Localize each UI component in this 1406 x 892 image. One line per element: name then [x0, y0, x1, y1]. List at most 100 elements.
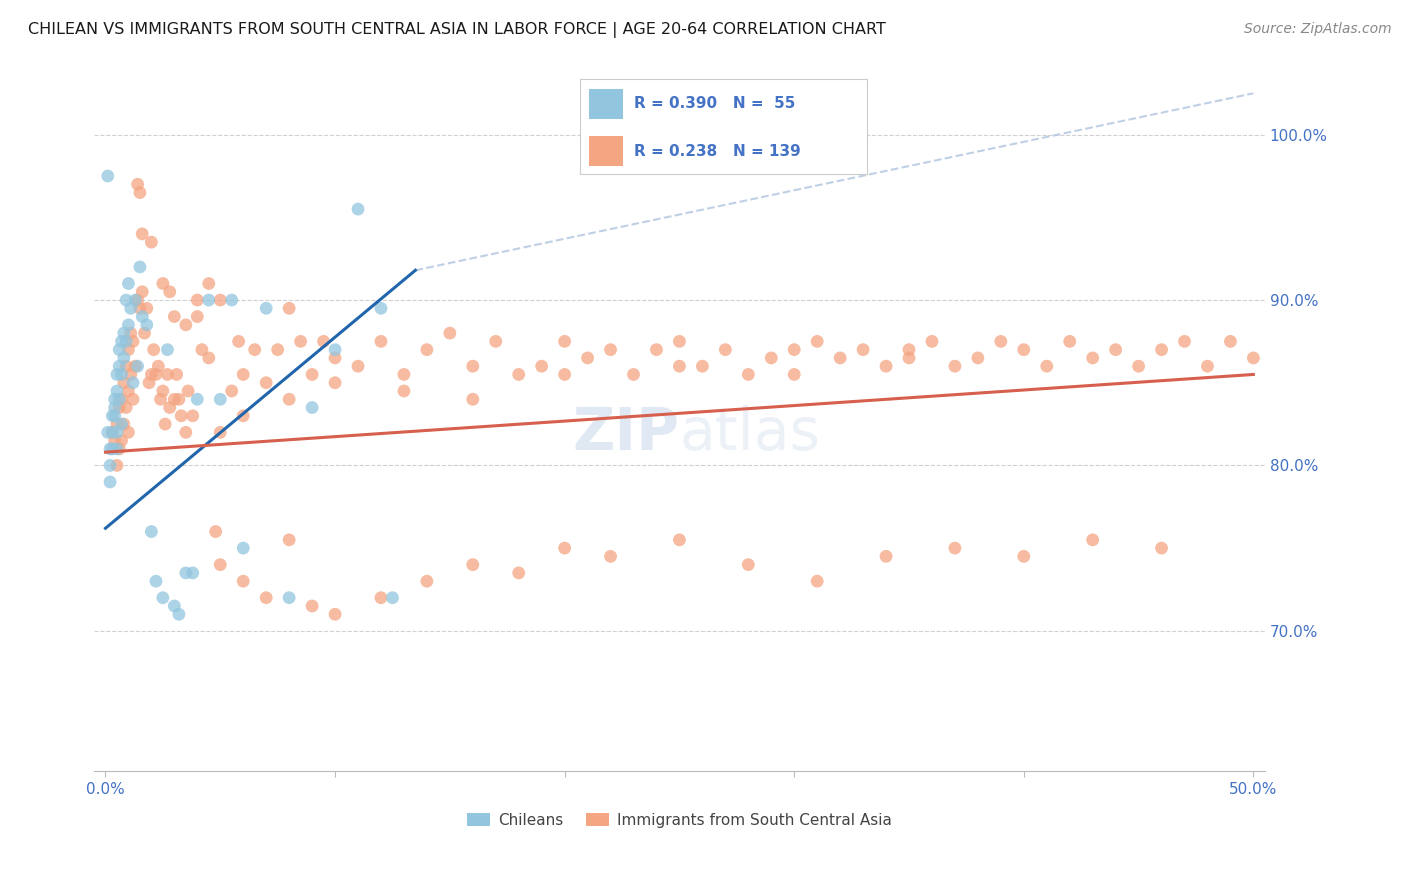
Point: [115, 334, 138, 349]
Point: [112, 326, 135, 340]
Point: [943, 359, 966, 374]
Point: [554, 334, 576, 349]
Point: [714, 343, 737, 357]
Point: [115, 401, 138, 415]
Point: [141, 235, 163, 249]
Point: [1012, 343, 1035, 357]
Point: [105, 442, 128, 456]
Point: [141, 524, 163, 539]
Point: [439, 326, 461, 340]
Point: [967, 351, 990, 365]
Point: [120, 326, 142, 340]
Point: [101, 442, 124, 456]
Point: [104, 409, 127, 423]
Point: [668, 334, 690, 349]
Point: [101, 409, 124, 423]
Point: [129, 260, 152, 274]
Point: [177, 384, 200, 398]
Point: [167, 607, 190, 622]
Point: [668, 533, 690, 547]
Point: [370, 301, 392, 316]
Point: [852, 343, 875, 357]
Point: [301, 368, 323, 382]
Point: [554, 541, 576, 555]
Point: [347, 359, 370, 374]
Point: [197, 293, 219, 307]
Point: [232, 368, 254, 382]
Point: [156, 368, 179, 382]
Point: [461, 558, 484, 572]
Point: [159, 401, 181, 415]
Point: [97, 425, 120, 440]
Point: [191, 343, 214, 357]
Point: [124, 359, 146, 374]
Point: [105, 384, 128, 398]
Point: [186, 392, 208, 407]
Point: [209, 392, 232, 407]
Point: [166, 368, 188, 382]
Point: [141, 368, 163, 382]
Point: [221, 384, 243, 398]
Point: [153, 417, 176, 431]
Point: [278, 533, 301, 547]
Point: [323, 607, 346, 622]
Point: [301, 599, 323, 613]
Point: [186, 293, 208, 307]
Point: [301, 401, 323, 415]
Point: [416, 574, 439, 589]
Point: [105, 368, 128, 382]
Point: [290, 334, 312, 349]
Point: [108, 343, 131, 357]
Point: [485, 334, 508, 349]
Text: ZIP: ZIP: [572, 406, 679, 462]
Point: [117, 384, 139, 398]
Point: [530, 359, 553, 374]
Point: [323, 343, 346, 357]
Point: [243, 343, 266, 357]
Point: [117, 425, 139, 440]
Point: [181, 409, 204, 423]
Point: [197, 351, 219, 365]
Point: [152, 591, 174, 605]
Point: [174, 566, 197, 580]
Point: [266, 343, 288, 357]
Point: [112, 376, 135, 390]
Point: [105, 458, 128, 473]
Point: [645, 343, 668, 357]
Point: [98, 458, 121, 473]
Point: [508, 368, 530, 382]
Point: [105, 417, 128, 431]
Point: [135, 318, 157, 332]
Point: [174, 425, 197, 440]
Point: [117, 318, 139, 332]
Point: [104, 392, 127, 407]
Point: [278, 392, 301, 407]
Point: [737, 368, 759, 382]
Point: [1081, 533, 1104, 547]
Point: [129, 301, 152, 316]
Point: [110, 368, 132, 382]
Point: [110, 334, 132, 349]
Point: [898, 343, 921, 357]
Point: [692, 359, 714, 374]
Point: [159, 285, 181, 299]
Point: [197, 277, 219, 291]
Point: [943, 541, 966, 555]
Point: [112, 417, 135, 431]
Point: [149, 392, 172, 407]
Point: [156, 343, 179, 357]
Point: [278, 591, 301, 605]
Point: [228, 334, 250, 349]
Point: [668, 359, 690, 374]
Point: [370, 334, 392, 349]
Point: [163, 310, 186, 324]
Point: [1150, 343, 1173, 357]
Point: [108, 359, 131, 374]
Text: Source: ZipAtlas.com: Source: ZipAtlas.com: [1244, 22, 1392, 37]
Point: [120, 368, 142, 382]
Point: [127, 359, 149, 374]
Point: [204, 524, 226, 539]
Point: [135, 301, 157, 316]
Point: [370, 591, 392, 605]
Point: [1150, 541, 1173, 555]
